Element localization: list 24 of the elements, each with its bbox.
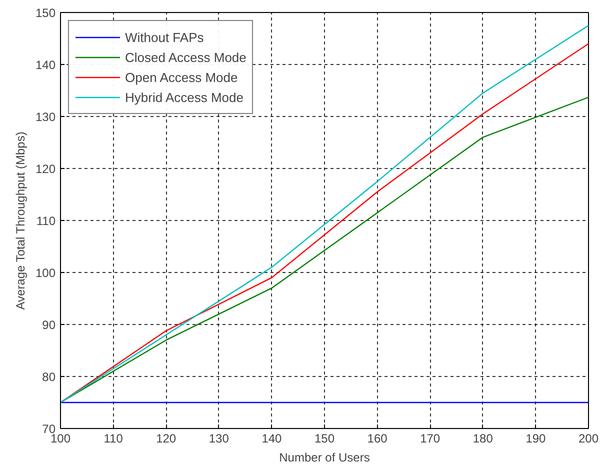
y-tick-label: 90	[42, 318, 56, 332]
x-tick-label: 130	[208, 432, 230, 446]
legend-label: Open Access Mode	[125, 70, 238, 84]
x-tick-label: 150	[314, 432, 335, 446]
x-tick-label: 170	[420, 432, 440, 446]
x-tick-label: 200	[578, 432, 599, 446]
x-tick-label: 140	[262, 432, 282, 446]
x-axis-title: Number of Users	[279, 450, 370, 464]
y-tick-label: 150	[35, 6, 56, 20]
y-tick-label: 120	[35, 162, 56, 176]
y-tick-label: 100	[35, 266, 56, 280]
legend-label: Closed Access Mode	[125, 50, 246, 64]
y-tick-label: 140	[35, 58, 56, 72]
legend-label: Without FAPs	[125, 30, 204, 44]
x-tick-label: 190	[526, 432, 546, 446]
y-tick-label: 110	[36, 214, 56, 228]
x-tick-label: 110	[104, 432, 124, 446]
y-tick-label: 80	[42, 370, 56, 384]
y-axis-title: Average Total Throughput (Mbps)	[13, 132, 28, 310]
y-tick-label: 130	[35, 110, 56, 124]
x-tick-label: 120	[156, 432, 176, 446]
x-tick-label: 160	[367, 432, 388, 446]
legend-label: Hybrid Access Mode	[125, 90, 244, 104]
x-tick-label: 180	[472, 432, 494, 446]
